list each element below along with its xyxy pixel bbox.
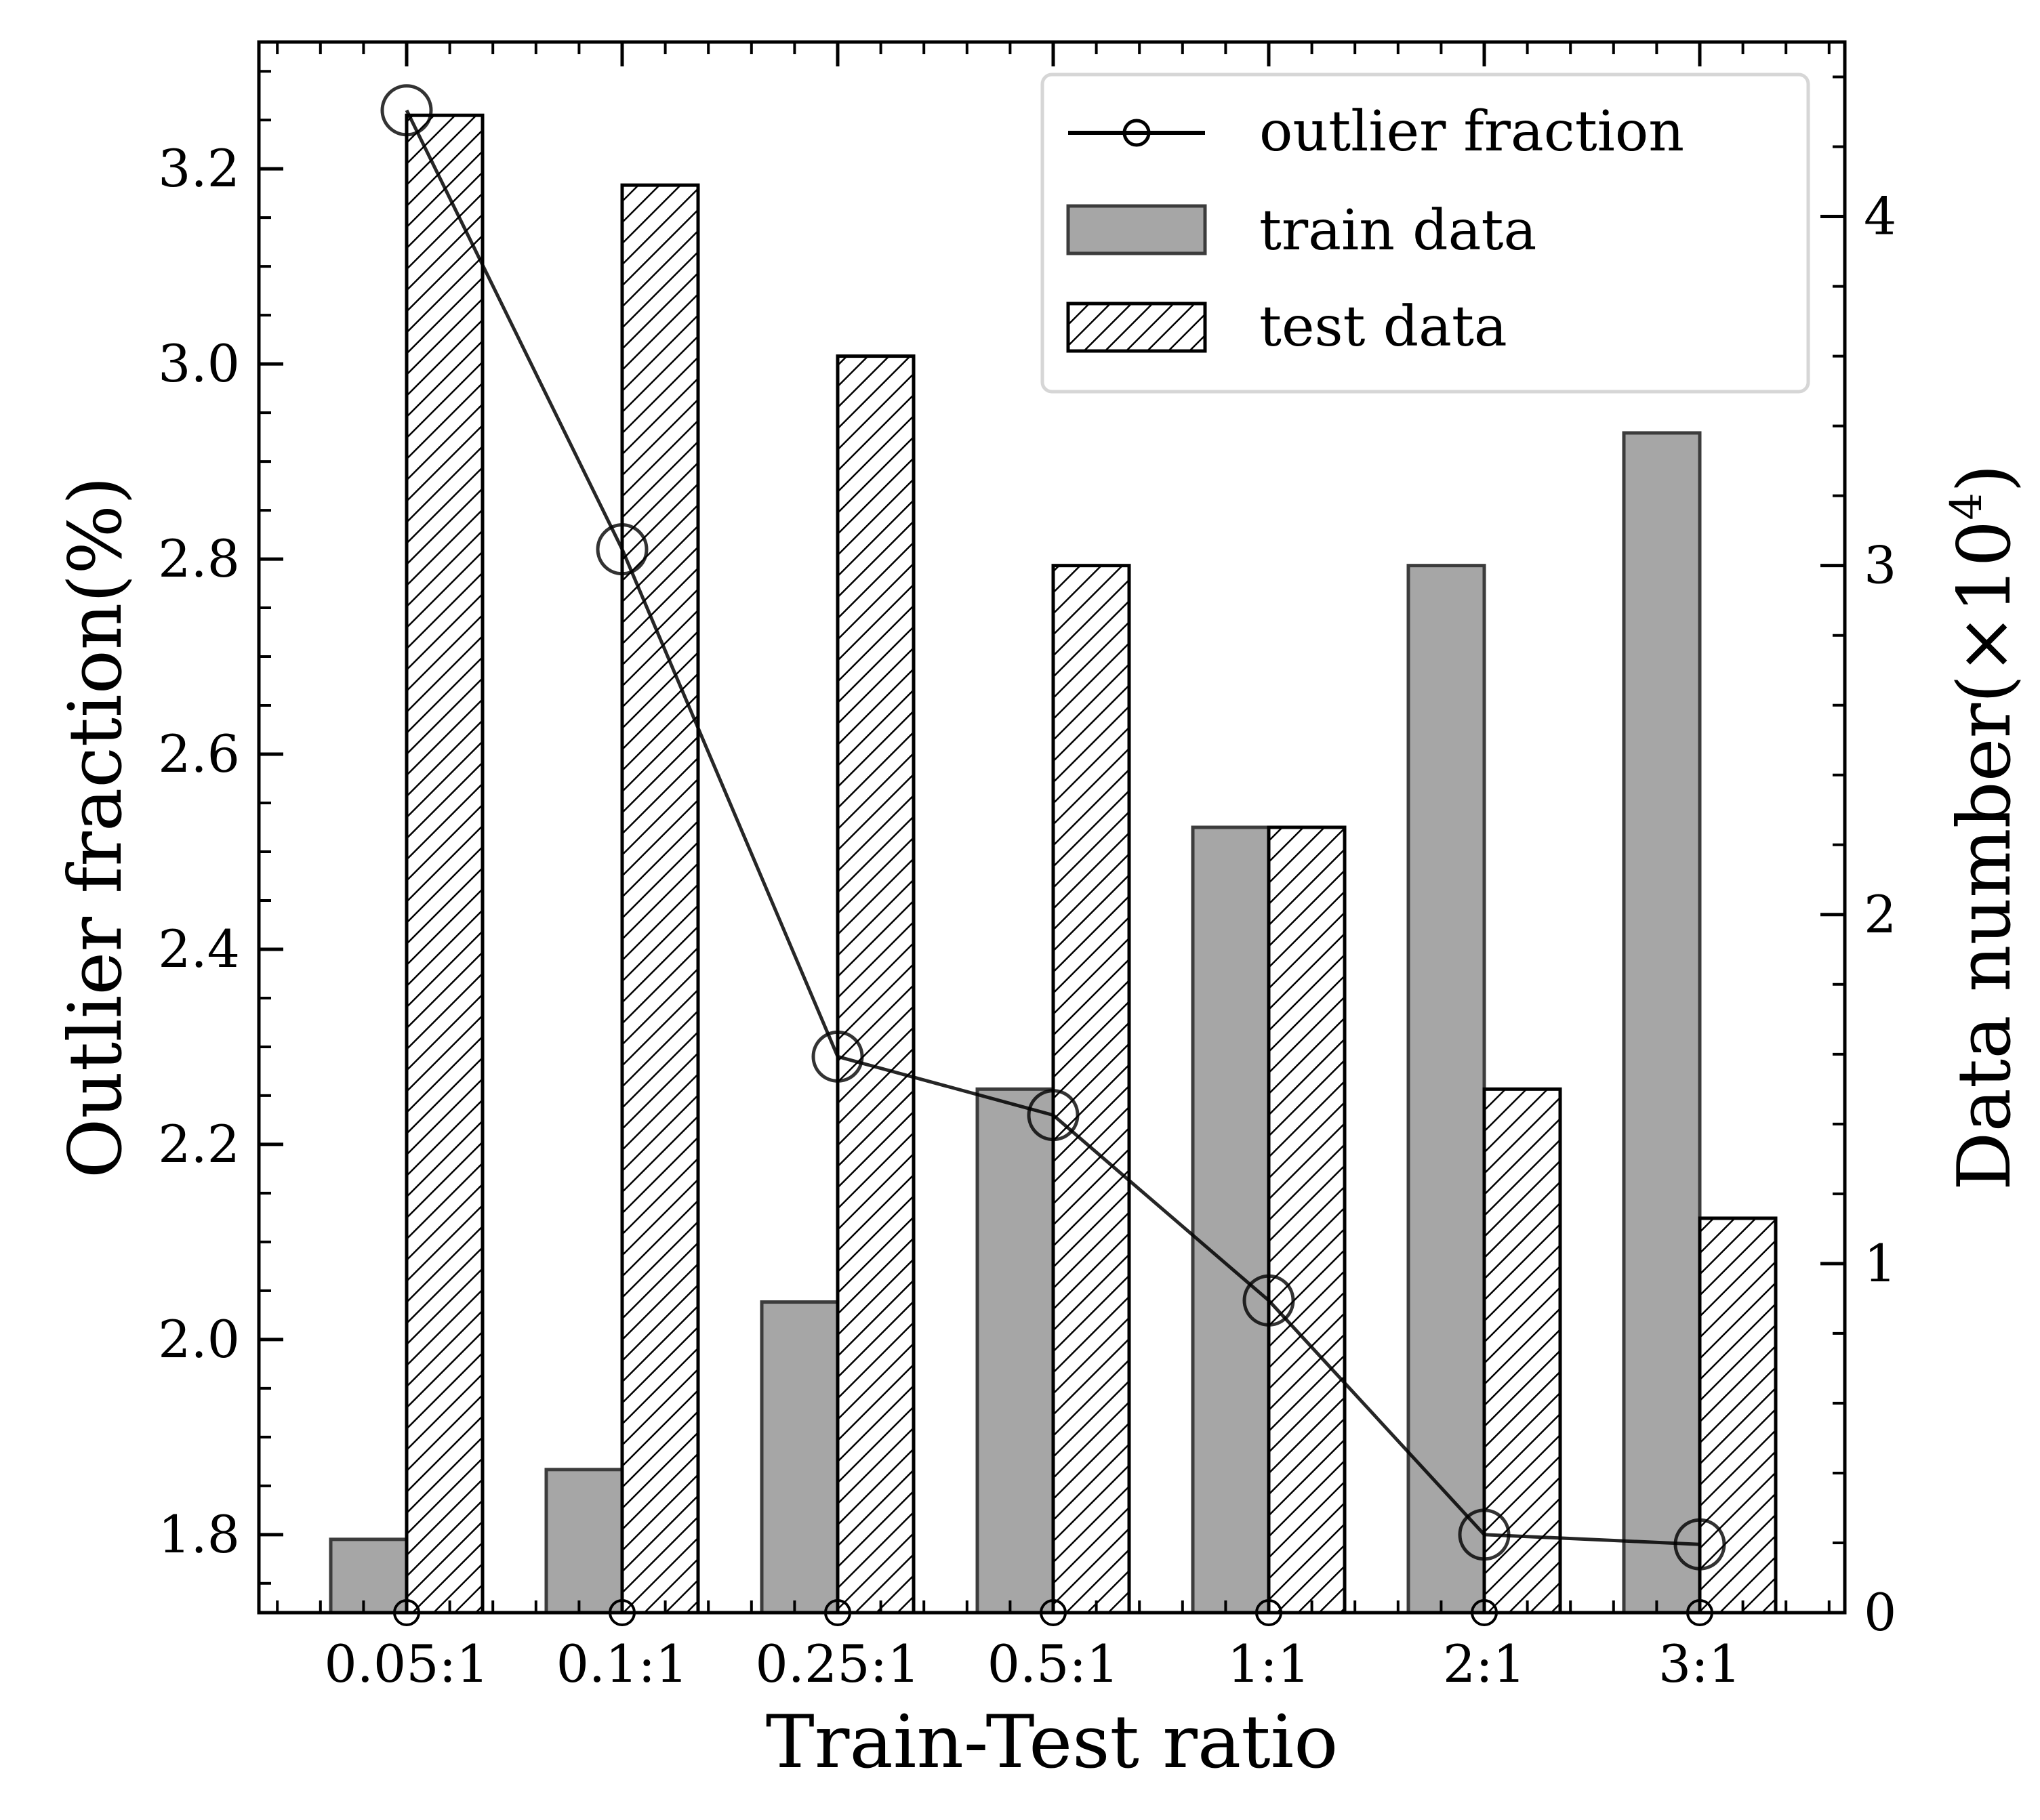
- right-tick-label-0: 0: [1864, 1582, 1896, 1642]
- left-axis-title: Outlier fraction(%): [54, 476, 138, 1178]
- left-tick-label-3: 2.4: [158, 919, 240, 979]
- bar-train-1: [544, 1468, 624, 1615]
- left-tick-label-7: 3.2: [158, 138, 240, 199]
- outlier-point-1: [596, 523, 649, 576]
- left-tick-label-2: 2.2: [158, 1114, 240, 1174]
- bar-train-0: [329, 1537, 409, 1615]
- outlier-fraction-line: [405, 109, 1700, 1546]
- right-axis-title-exponent: 4: [1942, 493, 1992, 520]
- bar-train-2: [760, 1300, 840, 1615]
- bar-train-6: [1622, 431, 1702, 1615]
- left-tick-label-0: 1.8: [158, 1504, 240, 1565]
- bar-test-6: [1698, 1216, 1778, 1615]
- outlier-point-0: [380, 84, 433, 137]
- outlier-point-3: [1027, 1089, 1080, 1142]
- legend-label-outlier: outlier fraction: [1259, 100, 1684, 164]
- x-axis-title: Train-Test ratio: [766, 1700, 1339, 1785]
- legend: outlier fraction train data test data: [1040, 73, 1810, 394]
- right-tick-label-1: 1: [1864, 1233, 1896, 1294]
- x-tick-label-1: 0.1:1: [556, 1634, 689, 1694]
- bar-test-0: [405, 113, 485, 1615]
- bar-train-3: [975, 1087, 1055, 1615]
- legend-label-test: test data: [1259, 295, 1507, 359]
- legend-swatch-train: [1066, 204, 1207, 255]
- x-tick-label-0: 0.05:1: [324, 1634, 489, 1694]
- bar-test-1: [620, 183, 700, 1615]
- x-tick-label-6: 3:1: [1658, 1634, 1741, 1694]
- outlier-point-6: [1673, 1518, 1726, 1571]
- x-tick-label-4: 1:1: [1227, 1634, 1310, 1694]
- ticks-layer: [259, 42, 1845, 1615]
- bar-test-5: [1482, 1087, 1562, 1615]
- bar-test-3: [1051, 564, 1131, 1615]
- plot-frame: [257, 40, 1847, 1615]
- outlier-point-4: [1242, 1274, 1295, 1327]
- outlier-point-2: [811, 1030, 864, 1083]
- legend-line-circle: [1122, 119, 1151, 147]
- tick-labels-layer: 1.8 2.0 2.2 2.4 2.6 2.8 3.0 3.2 0 1 2 3 4 0.05:1 0.1:1…: [158, 138, 1896, 1694]
- left-tick-label-5: 2.8: [158, 529, 240, 589]
- bar-train-4: [1191, 825, 1271, 1615]
- right-tick-label-2: 2: [1864, 884, 1896, 945]
- bar-test-4: [1267, 825, 1347, 1615]
- right-tick-label-3: 3: [1864, 535, 1896, 596]
- x-tick-label-3: 0.5:1: [987, 1634, 1120, 1694]
- left-tick-label-1: 2.0: [158, 1309, 240, 1369]
- right-axis-title-base: Data number(×10: [1942, 520, 2027, 1191]
- x-tick-label-2: 0.25:1: [755, 1634, 920, 1694]
- left-tick-label-6: 3.0: [158, 333, 240, 394]
- x-tick-label-5: 2:1: [1443, 1634, 1526, 1694]
- right-tick-label-4: 4: [1864, 186, 1896, 247]
- bar-test-2: [836, 354, 916, 1615]
- bar-train-5: [1406, 564, 1486, 1615]
- legend-box: [1040, 73, 1810, 394]
- right-axis-title-close: ): [1942, 464, 2027, 493]
- bars-layer: [329, 113, 1778, 1615]
- right-axis-title: Data number(×104): [1942, 464, 2027, 1191]
- outlier-point-5: [1458, 1508, 1511, 1561]
- legend-swatch-test: [1066, 302, 1207, 353]
- left-tick-label-4: 2.6: [158, 724, 240, 784]
- legend-label-train: train data: [1259, 199, 1536, 263]
